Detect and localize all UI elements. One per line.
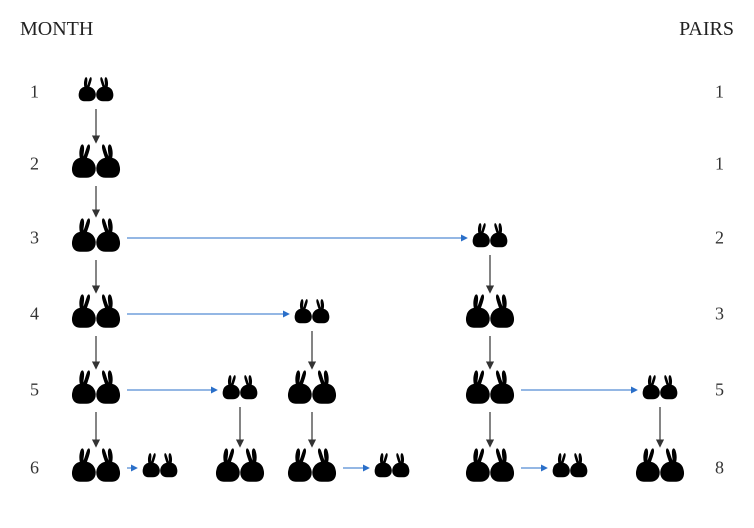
rabbit-pair-adult (285, 448, 339, 489)
pairs-label-3: 2 (715, 228, 724, 249)
rabbit-pair-adult (69, 294, 123, 335)
pairs-label-6: 8 (715, 458, 724, 479)
rabbit-pair-adult (69, 448, 123, 489)
month-label-5: 5 (30, 380, 39, 401)
rabbit-pair-baby (471, 223, 510, 254)
rabbit-pair-adult (213, 448, 267, 489)
rabbit-pair-baby (77, 77, 116, 108)
rabbit-pair-baby (141, 453, 180, 484)
month-label-1: 1 (30, 82, 39, 103)
rabbit-pair-adult (463, 370, 517, 411)
rabbit-pair-baby (551, 453, 590, 484)
rabbit-pair-adult (463, 448, 517, 489)
rabbit-pair-adult (463, 294, 517, 335)
rabbit-pair-baby (641, 375, 680, 406)
rabbit-pair-baby (293, 299, 332, 330)
header-month: MONTH (20, 18, 93, 41)
month-label-4: 4 (30, 304, 39, 325)
rabbit-pair-adult (69, 218, 123, 259)
pairs-label-1: 1 (715, 82, 724, 103)
header-pairs: PAIRS (679, 18, 734, 41)
rabbit-pair-baby (221, 375, 260, 406)
rabbit-pair-adult (69, 370, 123, 411)
pairs-label-5: 5 (715, 380, 724, 401)
pairs-label-4: 3 (715, 304, 724, 325)
pairs-label-2: 1 (715, 154, 724, 175)
month-label-2: 2 (30, 154, 39, 175)
rabbit-pair-adult (69, 144, 123, 185)
month-label-6: 6 (30, 458, 39, 479)
rabbit-pair-baby (373, 453, 412, 484)
month-label-3: 3 (30, 228, 39, 249)
rabbit-pair-adult (285, 370, 339, 411)
rabbit-pair-adult (633, 448, 687, 489)
